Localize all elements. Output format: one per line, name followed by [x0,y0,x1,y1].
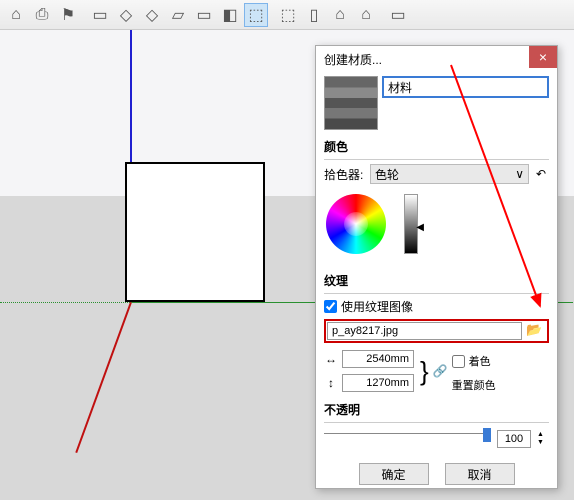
back-icon[interactable]: ↶ [533,167,549,181]
color-section-label: 颜色 [324,138,549,155]
chevron-down-icon: ∨ [515,167,524,181]
color-wheel[interactable] [326,194,386,254]
close-button[interactable]: × [529,46,557,68]
opacity-up[interactable]: ▲ [537,431,549,439]
browse-icon[interactable]: 📂 [526,322,546,340]
cancel-button[interactable]: 取消 [445,463,515,485]
picker-select[interactable]: 色轮 ∨ [370,164,529,184]
model-face[interactable] [125,162,265,302]
height-icon: ↕ [324,376,338,390]
width-input[interactable] [342,350,414,368]
dialog-titlebar[interactable]: 创建材质... × [316,46,557,72]
toolbar-icon-0[interactable]: ⌂ [4,3,28,27]
axis-green-negative [0,302,130,303]
toolbar-icon-13[interactable]: ▯ [302,3,326,27]
dialog-title: 创建材质... [324,51,382,68]
toolbar-icon-12[interactable]: ⬚ [276,3,300,27]
brace-icon: } [418,362,429,380]
opacity-value[interactable]: 100 [497,430,531,448]
width-icon: ↔ [324,352,338,366]
toolbar-icon-17[interactable]: ▭ [386,3,410,27]
texture-section-label: 纹理 [324,272,549,289]
toolbar-icon-15[interactable]: ⌂ [354,3,378,27]
picker-label: 拾色器: [324,166,366,183]
material-name-input[interactable] [382,76,549,98]
texture-file-input[interactable] [327,322,522,340]
material-preview [324,76,378,130]
tint-label: 着色 [469,353,491,369]
toolbar-icon-6[interactable]: ◇ [140,3,164,27]
ok-button[interactable]: 确定 [359,463,429,485]
toolbar-icon-14[interactable]: ⌂ [328,3,352,27]
toolbar-icon-9[interactable]: ◧ [218,3,242,27]
use-texture-label: 使用纹理图像 [341,298,413,315]
tint-checkbox[interactable] [452,355,465,368]
use-texture-checkbox[interactable] [324,300,337,313]
height-input[interactable] [342,374,414,392]
reset-color-button[interactable]: 重置颜色 [452,377,496,393]
texture-file-row: 📂 [324,319,549,343]
toolbar-icon-8[interactable]: ▭ [192,3,216,27]
toolbar-icon-1[interactable]: ⎙ [30,3,54,27]
toolbar: ⌂ ⎙ ⚑ ▭ ◇ ◇ ▱ ▭ ◧ ⬚ ⬚ ▯ ⌂ ⌂ ▭ [0,0,574,30]
opacity-section-label: 不透明 [324,401,549,418]
picker-value: 色轮 [375,166,399,183]
toolbar-icon-5[interactable]: ◇ [114,3,138,27]
link-icon[interactable]: 🔗 [433,364,448,378]
opacity-down[interactable]: ▼ [537,439,549,447]
opacity-slider[interactable] [324,433,491,451]
toolbar-icon-10[interactable]: ⬚ [244,3,268,27]
toolbar-icon-2[interactable]: ⚑ [56,3,80,27]
create-material-dialog: 创建材质... × 颜色 拾色器: 色轮 ∨ ↶ ◀ 纹理 [315,45,558,489]
toolbar-icon-7[interactable]: ▱ [166,3,190,27]
toolbar-icon-4[interactable]: ▭ [88,3,112,27]
